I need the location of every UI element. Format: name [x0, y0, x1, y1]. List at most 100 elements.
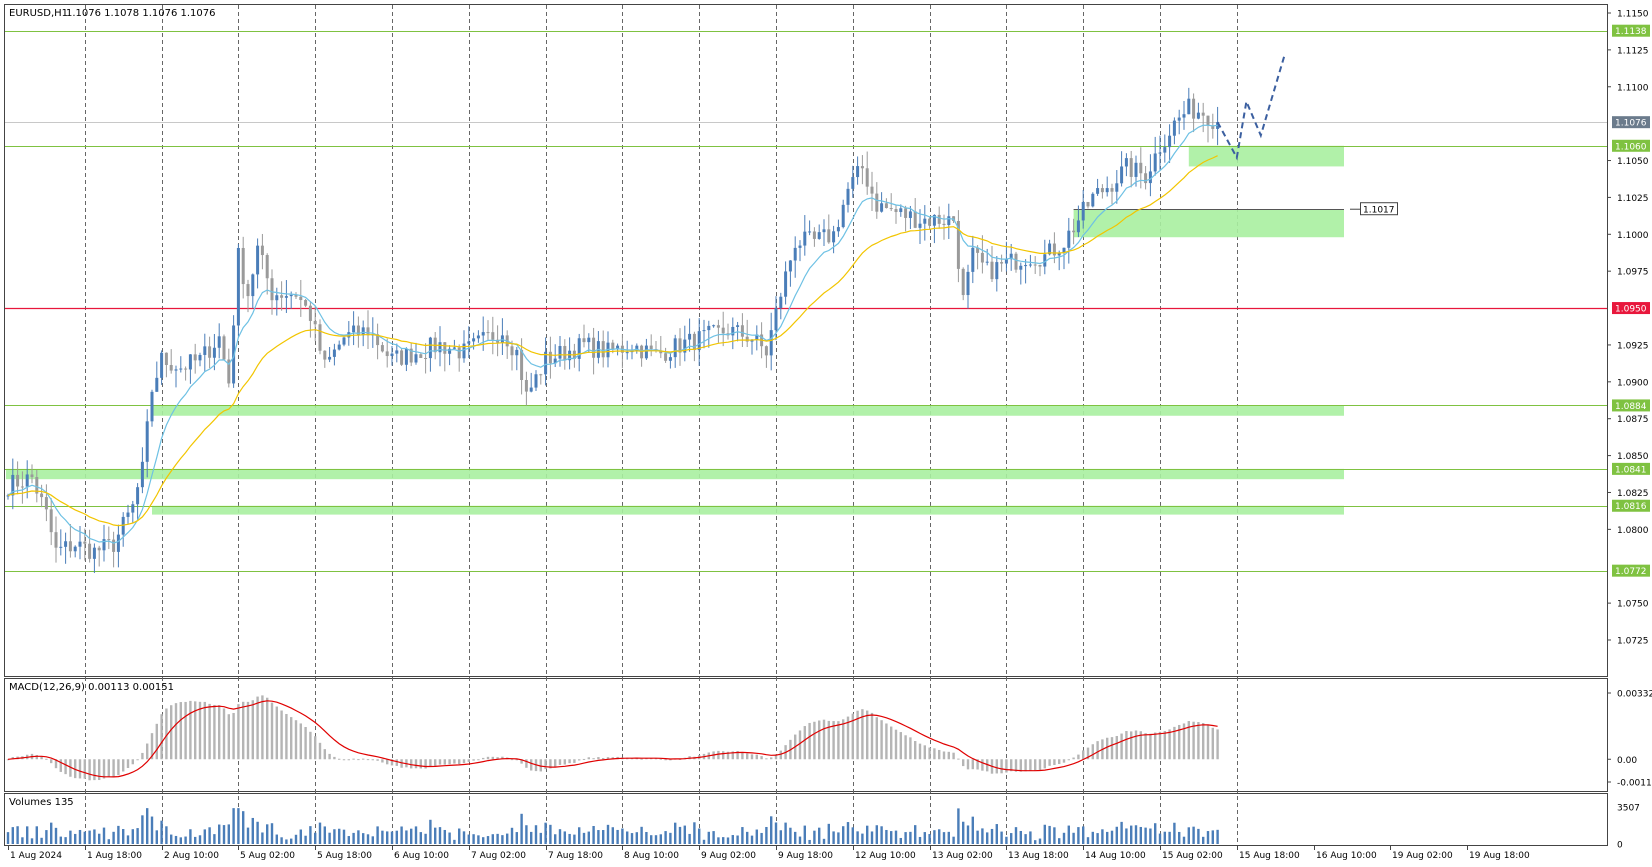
- volume-bar: [1154, 823, 1156, 844]
- volume-bar: [948, 832, 950, 844]
- volume-bar: [271, 823, 273, 844]
- volume-bar: [1216, 830, 1218, 844]
- volume-bar: [386, 831, 388, 844]
- volume-bar: [146, 808, 148, 844]
- volume-bar: [986, 832, 988, 844]
- macd-bar: [252, 700, 254, 759]
- volume-bar: [180, 837, 182, 844]
- candle-body: [736, 325, 739, 327]
- volume-bar: [324, 826, 326, 844]
- candle-body: [775, 308, 778, 330]
- candle-body: [938, 215, 941, 224]
- volume-bar: [468, 835, 470, 844]
- volume-bar: [784, 823, 786, 844]
- volume-bar: [1183, 837, 1185, 844]
- candle-body: [1125, 158, 1128, 166]
- candle-body: [914, 211, 917, 227]
- macd-bar: [127, 759, 129, 768]
- volume-bar: [12, 827, 14, 844]
- volume-bar: [1125, 828, 1127, 844]
- volume-bar: [487, 836, 489, 844]
- level-price-tag: 1.0884: [1615, 402, 1647, 412]
- macd-bar: [204, 702, 206, 759]
- candle-body: [832, 231, 835, 242]
- volume-bar: [861, 834, 863, 844]
- macd-bar: [1039, 759, 1041, 770]
- candle-body: [213, 348, 216, 358]
- volume-bar: [1149, 829, 1151, 844]
- volume-bar: [597, 830, 599, 844]
- volume-bar: [794, 832, 796, 844]
- candle-body: [669, 357, 672, 361]
- macd-bar: [429, 759, 431, 766]
- volume-bar: [50, 823, 52, 844]
- candle-body: [515, 350, 518, 355]
- macd-bar: [952, 753, 954, 760]
- price-tick-label: 1.0925: [1617, 341, 1649, 351]
- volume-bar: [535, 825, 537, 844]
- support-zone: [152, 405, 1344, 415]
- candle-body: [995, 262, 998, 279]
- volume-bar: [804, 826, 806, 844]
- volume-bar: [463, 831, 465, 844]
- macd-bar: [588, 757, 590, 759]
- macd-bar: [276, 707, 278, 760]
- volume-bar: [1096, 833, 1098, 844]
- volume-bar: [1010, 833, 1012, 844]
- macd-bar: [420, 759, 422, 768]
- candle-body: [194, 354, 197, 360]
- macd-bar: [348, 759, 350, 760]
- macd-bar: [1024, 759, 1026, 771]
- candle-body: [21, 486, 24, 487]
- macd-bar: [996, 759, 998, 773]
- macd-bar: [967, 759, 969, 769]
- volume-bar: [194, 837, 196, 844]
- candle-body: [458, 347, 461, 358]
- macd-bar: [1144, 733, 1146, 759]
- macd-bar: [410, 759, 412, 768]
- macd-bar: [592, 758, 594, 759]
- time-tick-label: 15 Aug 02:00: [1162, 851, 1223, 861]
- macd-bar: [237, 704, 239, 759]
- volume-bar: [828, 824, 830, 844]
- volume-bar: [98, 834, 100, 844]
- macd-bar: [468, 759, 470, 762]
- volume-bar: [852, 827, 854, 844]
- volume-bar: [223, 825, 225, 844]
- macd-bar: [487, 757, 489, 759]
- candle-body: [904, 208, 907, 218]
- volume-bar: [1082, 826, 1084, 844]
- macd-bar: [64, 759, 66, 774]
- candle-body: [1082, 202, 1085, 220]
- candle-body: [1087, 202, 1090, 206]
- volume-bar: [909, 832, 911, 844]
- volume-bar: [962, 822, 964, 844]
- macd-bar: [746, 753, 748, 759]
- macd-bar: [1149, 734, 1151, 759]
- macd-bar: [242, 702, 244, 759]
- volume-bar: [218, 825, 220, 844]
- volume-bar: [789, 828, 791, 844]
- macd-bar: [928, 748, 930, 760]
- volume-bar: [914, 825, 916, 844]
- volume-bar: [621, 829, 623, 844]
- candle-body: [1039, 265, 1042, 267]
- macd-bar: [568, 759, 570, 763]
- macd-bar: [117, 759, 119, 775]
- candle-body: [1144, 173, 1147, 183]
- candle-body: [592, 338, 595, 358]
- volume-bar: [799, 837, 801, 844]
- candle-body: [1163, 147, 1166, 152]
- volume-bar: [525, 825, 527, 844]
- time-tick-label: 12 Aug 10:00: [855, 851, 916, 861]
- macd-bar: [343, 759, 345, 760]
- macd-bar: [818, 721, 820, 760]
- macd-bar: [304, 727, 306, 759]
- volume-bar: [343, 830, 345, 844]
- volume-bar: [237, 808, 239, 844]
- candle-body: [59, 547, 62, 548]
- macd-bar: [544, 759, 546, 769]
- level-price-tag: 1.0772: [1615, 567, 1647, 577]
- volume-bar: [996, 824, 998, 844]
- volume-bar: [1111, 831, 1113, 844]
